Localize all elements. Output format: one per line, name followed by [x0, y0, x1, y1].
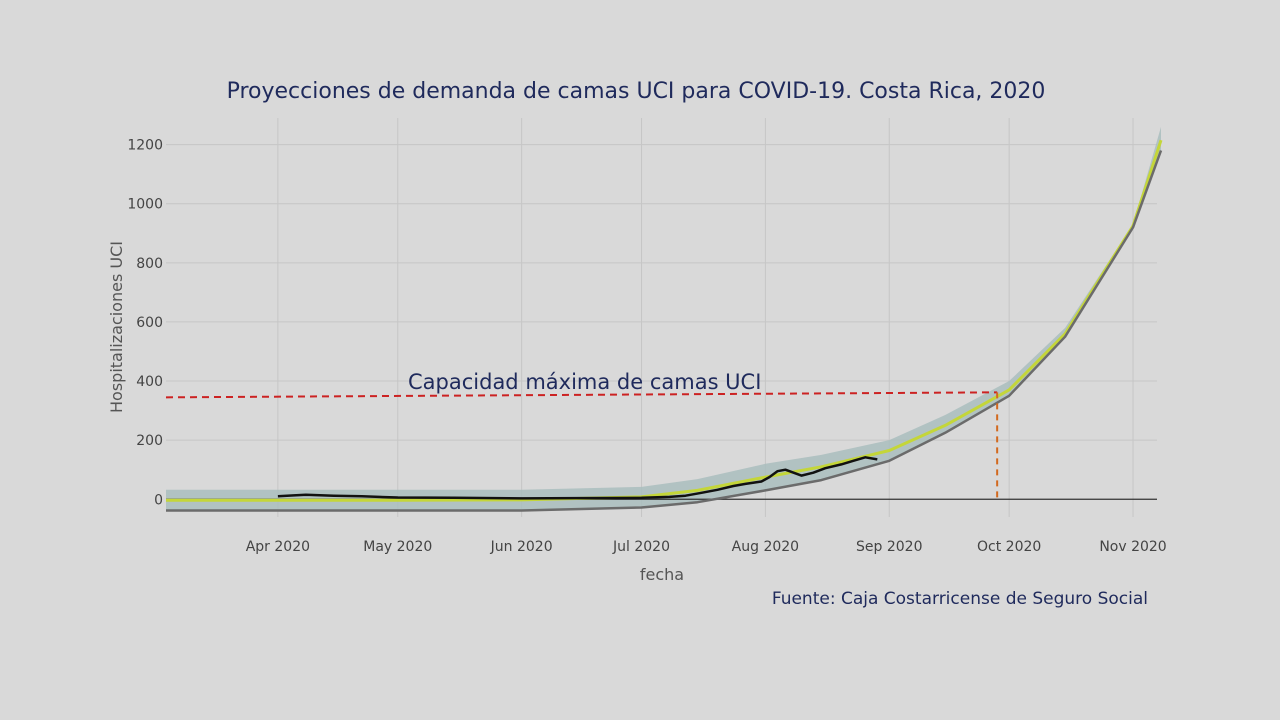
x-tick-label: Oct 2020 [977, 539, 1041, 555]
x-tick-label: Sep 2020 [856, 539, 922, 555]
y-tick-label: 0 [154, 492, 163, 508]
lines-layer [166, 139, 1163, 512]
x-tick-label: May 2020 [363, 539, 432, 555]
source-note: Fuente: Caja Costarricense de Seguro Soc… [772, 589, 1148, 609]
x-tick-label: Jul 2020 [612, 539, 670, 555]
projection-band [166, 126, 1161, 511]
capacity-annotation: Capacidad máxima de camas UCI [408, 370, 761, 394]
reference-lines-layer [165, 391, 999, 500]
central-projection-line [166, 139, 1163, 502]
y-tick-label: 400 [136, 374, 163, 390]
x-tick-label: Nov 2020 [1099, 539, 1166, 555]
y-tick-label: 200 [136, 433, 163, 449]
chart-title: Proyecciones de demanda de camas UCI par… [227, 79, 1046, 104]
lower-bound-line [166, 150, 1163, 512]
y-tick-label: 600 [136, 315, 163, 331]
x-tick-label: Apr 2020 [246, 539, 310, 555]
y-axis-label: Hospitalizaciones UCI [107, 241, 126, 413]
capacity-line [165, 391, 998, 399]
y-tick-label: 1200 [127, 138, 163, 154]
observed-line [277, 456, 878, 500]
y-tick-label: 800 [136, 256, 163, 272]
x-tick-label: Jun 2020 [490, 539, 553, 555]
x-tick-label: Aug 2020 [732, 539, 799, 555]
x-axis-label: fecha [640, 565, 684, 584]
band-layer [166, 126, 1161, 511]
ticks-layer: 0 200 400 600 800 1000 1200 Apr 2020 May 2020 Jun… [127, 138, 1166, 555]
grid-layer [166, 118, 1157, 517]
y-tick-label: 1000 [127, 197, 163, 213]
